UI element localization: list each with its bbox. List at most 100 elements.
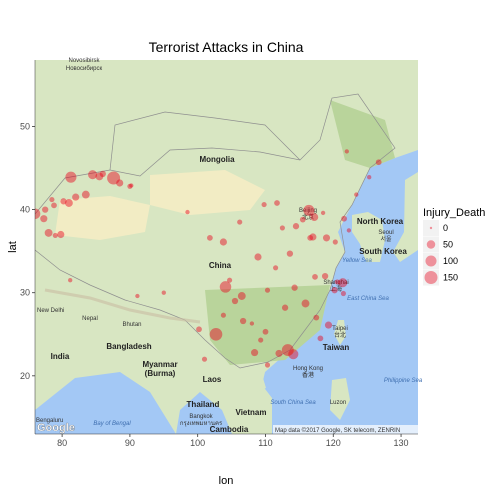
legend-keys: 0 50 100 150 [423,220,458,286]
data-point [237,219,243,225]
bangladesh-label: Bangladesh [106,342,151,351]
data-point [129,183,134,188]
data-point [354,192,359,197]
data-point [275,349,283,357]
legend-key-symbol [424,271,438,284]
data-point [185,209,190,215]
data-point [346,228,352,233]
legend-label: 150 [443,273,458,283]
east-china-sea-label: East China Sea [347,296,389,302]
southern-forest [205,285,330,365]
y-tick-label: 30 [20,288,30,298]
data-point [320,210,326,216]
data-point [281,344,294,357]
data-point [321,272,329,280]
x-tick-label: 110 [258,438,272,448]
data-point [292,223,300,230]
legend: Injury_Death 0 50 100 150 [423,207,485,286]
x-axis-label: lon [219,475,234,487]
taklamakan-desert [55,196,150,240]
data-point [310,213,319,222]
x-tick-label: 130 [394,438,409,448]
y-tick-label: 40 [20,205,30,215]
gobi-desert [150,170,265,215]
data-points [35,149,382,368]
beijing-label: Beijing [299,208,317,214]
seoul-local-label: 서울 [380,235,392,243]
landmass [35,60,418,434]
data-point [207,235,213,241]
data-point [57,230,65,239]
data-point [301,299,310,308]
novosibirsk-label: Novosibirsk [68,58,100,64]
beijing-local-label: 北京 [302,213,314,221]
novosibirsk-local-label: Новосибирск [66,66,103,72]
legend-key-background [423,269,439,286]
data-point [127,183,133,189]
northeast-forest [330,100,395,168]
hong-kong-label: Hong Kong [293,366,323,372]
data-point [307,235,314,241]
thailand-label: Thailand [187,400,220,409]
data-point [239,317,247,325]
data-point [81,190,90,199]
data-point [219,281,232,293]
google-logo: Google [37,422,75,434]
japan-island [393,172,418,262]
data-point [249,321,255,326]
legend-label: 50 [443,240,453,250]
data-point [227,277,233,283]
data-point [299,216,306,223]
data-point [88,170,98,180]
shanghai-local-label: 上海 [330,285,342,293]
data-point [312,274,318,280]
data-point [303,204,315,216]
data-point [42,206,49,213]
china-label: China [209,261,232,270]
bangkok-local-label: กรุงเทพมหานคร [180,420,223,427]
data-point [220,312,226,318]
data-point [375,159,382,166]
basemap [35,60,418,434]
legend-label: 100 [443,256,458,266]
burma-label: (Burma) [145,369,176,378]
x-tick-label: 90 [125,438,135,448]
himalaya-ridge [44,288,201,324]
y-tick-label: 20 [20,371,30,381]
data-point [274,200,280,206]
data-point [64,199,73,207]
data-point [324,321,333,329]
bhutan-label: Bhutan [122,322,141,328]
taipei-local-label: 台北 [334,331,346,339]
hong-kong-local-label: 香港 [302,371,314,379]
luzon-island [330,378,350,420]
legend-key-background [423,220,439,236]
x-tick-label: 100 [190,438,205,448]
bangkok-label: Bangkok [189,414,213,420]
data-point [317,335,324,342]
data-point [72,193,80,201]
legend-title: Injury_Death [423,207,485,219]
mongolia-label: Mongolia [199,155,235,164]
data-point [65,171,77,183]
data-point [251,349,259,357]
data-point [262,328,269,335]
bay-of-bengal-label: Bay of Bengal [93,421,131,427]
laos-label: Laos [203,375,222,384]
data-point [279,225,285,231]
data-point [68,278,73,283]
cambodia-label: Cambodia [210,425,249,434]
data-point [258,337,264,343]
x-tick-label: 80 [57,438,67,448]
data-point [44,228,53,237]
legend-label: 0 [443,223,448,233]
data-point [209,327,223,341]
data-point [322,234,331,242]
bay-of-bengal [35,372,176,434]
legend-key-background [423,236,439,253]
data-point [161,290,166,295]
hainan-island [253,378,266,392]
vietnam-label: Vietnam [236,408,267,417]
north-korea-label: North Korea [357,217,404,226]
